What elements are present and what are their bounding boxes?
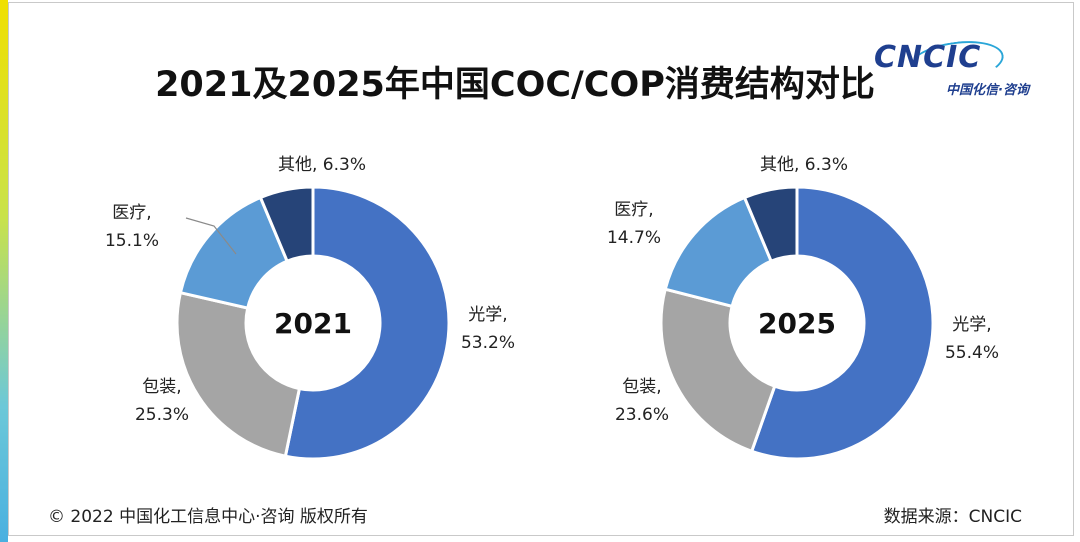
data-label-2025-medical: 医疗, 14.7% (607, 200, 661, 248)
center-label-2021: 2021 (274, 307, 352, 340)
data-label-2021-optics: 光学, 53.2% (461, 305, 515, 353)
cncic-logo: CNCIC 中国化信·咨询 (868, 35, 1029, 110)
data-label-2021-medical: 医疗, 15.1% (105, 203, 159, 251)
source-text: 数据来源：CNCIC (883, 507, 1022, 527)
center-label-2025: 2025 (758, 307, 836, 340)
logo-subtext: 中国化信·咨询 (946, 83, 1029, 98)
data-label-2021-packaging: 包装, 25.3% (135, 377, 189, 425)
slice-2025-packaging (659, 287, 777, 454)
data-label-2025-packaging: 包装, 23.6% (615, 377, 669, 425)
slice-2021-other (258, 185, 315, 264)
data-label-2025-other: 其他, 6.3% (760, 155, 848, 175)
edge-accent-bar (0, 0, 8, 542)
chart-title: 2021及2025年中国COC/COP消费结构对比 (155, 65, 875, 105)
slice-2025-other (742, 185, 799, 264)
data-label-2025-optics: 光学, 55.4% (945, 315, 999, 363)
slice-2021-optics (283, 185, 451, 461)
leader-line-medical (185, 217, 237, 255)
copyright-text: © 2022 中国化工信息中心·咨询 版权所有 (48, 507, 368, 527)
slice-2021-packaging (175, 290, 302, 458)
logo-text: CNCIC (874, 40, 982, 75)
data-label-2021-other: 其他, 6.3% (278, 155, 366, 175)
